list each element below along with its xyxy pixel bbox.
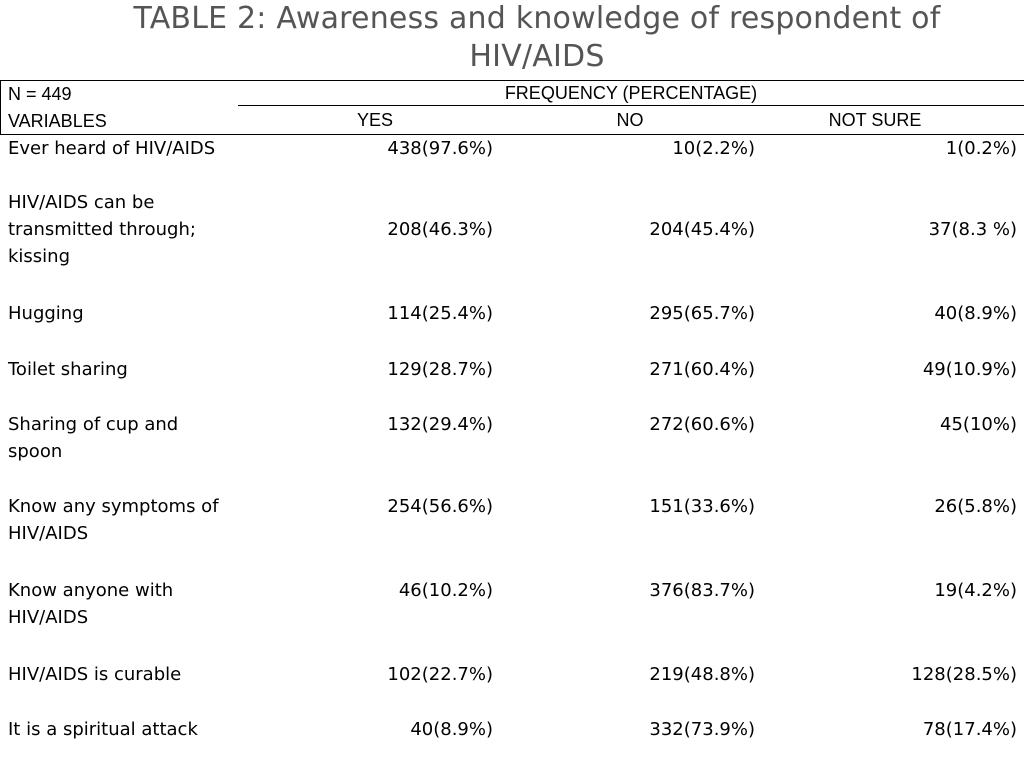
row-not-sure-value: 45(10%) — [940, 414, 1017, 435]
row-not-sure-value: 1(0.2%) — [945, 138, 1017, 159]
column-header-yes: YES — [356, 110, 394, 130]
row-no-value: 219(48.8%) — [649, 664, 755, 685]
row-no-value: 272(60.6%) — [649, 414, 755, 435]
row-yes-value: 46(10.2%) — [398, 580, 493, 601]
row-no-value: 10(2.2%) — [672, 138, 755, 159]
row-not-sure-value: 40(8.9%) — [934, 303, 1017, 324]
row-yes-value: 438(97.6%) — [387, 138, 493, 159]
title-line-1: TABLE 2: Awareness and knowledge of resp… — [133, 1, 941, 36]
row-variable: HIV/AIDS is curable — [8, 664, 182, 685]
row-no-value: 151(33.6%) — [649, 496, 755, 517]
row-not-sure-value: 37(8.3 %) — [928, 219, 1017, 240]
row-variable: Sharing of cup and spoon — [8, 414, 179, 462]
row-yes-value: 208(46.3%) — [387, 219, 493, 240]
row-no-value: 376(83.7%) — [649, 580, 755, 601]
row-variable: HIV/AIDS can be transmitted through; kis… — [8, 192, 196, 267]
row-yes-value: 102(22.7%) — [387, 664, 493, 685]
variables-header: VARIABLES — [8, 111, 107, 131]
row-variable: Toilet sharing — [8, 359, 128, 380]
row-yes-value: 129(28.7%) — [387, 359, 493, 380]
table-top-rule — [0, 80, 1024, 81]
header-bottom-rule — [0, 134, 1024, 135]
frequency-group-header: FREQUENCY (PERCENTAGE) — [504, 83, 758, 103]
row-yes-value: 114(25.4%) — [387, 303, 493, 324]
row-yes-value: 40(8.9%) — [410, 719, 493, 740]
row-variable: It is a spiritual attack — [8, 719, 198, 740]
column-header-not-sure: NOT SURE — [828, 110, 922, 130]
group-header-rule — [238, 105, 1024, 106]
row-no-value: 204(45.4%) — [649, 219, 755, 240]
row-variable: Know anyone with HIV/AIDS — [8, 580, 174, 628]
title-line-2: HIV/AIDS — [469, 39, 605, 74]
row-not-sure-value: 26(5.8%) — [934, 496, 1017, 517]
row-variable: Ever heard of HIV/AIDS — [8, 138, 216, 159]
row-yes-value: 132(29.4%) — [387, 414, 493, 435]
row-variable: Know any symptoms of HIV/AIDS — [8, 496, 219, 544]
row-variable: Hugging — [8, 303, 84, 324]
row-not-sure-value: 19(4.2%) — [934, 580, 1017, 601]
row-no-value: 271(60.4%) — [649, 359, 755, 380]
row-not-sure-value: 128(28.5%) — [911, 664, 1017, 685]
row-not-sure-value: 78(17.4%) — [922, 719, 1017, 740]
row-not-sure-value: 49(10.9%) — [922, 359, 1017, 380]
row-no-value: 332(73.9%) — [649, 719, 755, 740]
row-no-value: 295(65.7%) — [649, 303, 755, 324]
row-yes-value: 254(56.6%) — [387, 496, 493, 517]
column-header-no: NO — [616, 110, 644, 130]
n-label: N = 449 — [8, 84, 72, 104]
table-left-border — [0, 80, 1, 135]
